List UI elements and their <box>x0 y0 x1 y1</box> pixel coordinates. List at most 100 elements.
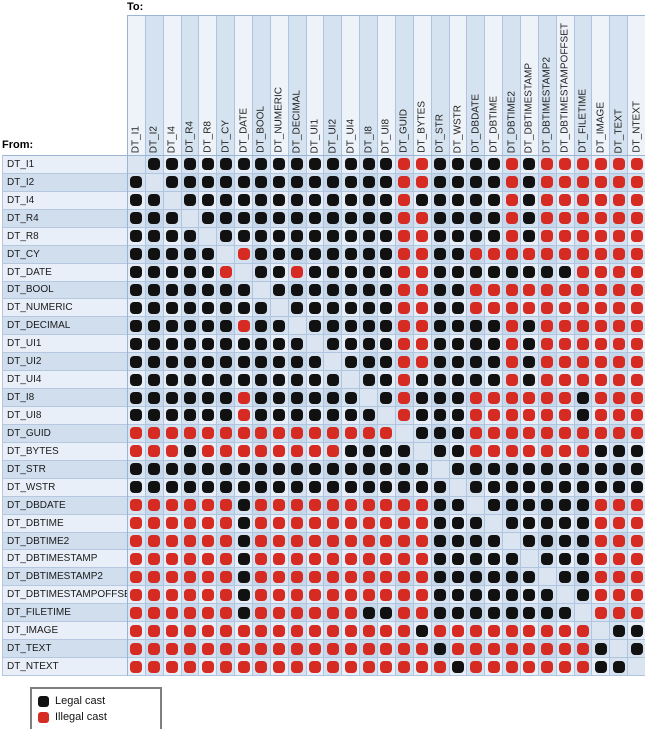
matrix-cell <box>467 604 486 623</box>
illegal-cast-dot <box>505 445 518 458</box>
matrix-cell <box>181 550 200 569</box>
row-header-dt_ui1: DT_UI1 <box>3 335 128 354</box>
matrix-cell <box>270 658 289 676</box>
matrix-cell <box>199 227 218 246</box>
matrix-cell <box>538 173 557 192</box>
legal-cast-dot <box>309 230 322 243</box>
matrix-cell <box>467 299 486 318</box>
illegal-cast-dot <box>201 588 214 601</box>
matrix-cell <box>520 496 539 515</box>
illegal-cast-dot <box>201 570 214 583</box>
matrix-cell <box>378 353 396 372</box>
row-header-dt_dbtime2: DT_DBTIME2 <box>3 532 128 551</box>
legal-cast-dot <box>451 266 464 279</box>
illegal-cast-dot <box>130 660 143 673</box>
matrix-cell <box>592 191 611 210</box>
matrix-cell <box>610 424 629 443</box>
matrix-cell <box>306 568 325 587</box>
legal-cast-dot <box>309 355 322 368</box>
matrix-cell <box>520 389 539 408</box>
illegal-cast-dot <box>201 642 214 655</box>
illegal-cast-dot <box>184 660 196 673</box>
legal-cast-dot <box>469 319 482 332</box>
matrix-cell <box>235 586 254 605</box>
matrix-cell <box>610 227 629 246</box>
matrix-cell <box>253 335 271 354</box>
matrix-cell <box>163 156 182 174</box>
matrix-cell <box>217 586 236 605</box>
legal-cast-dot <box>326 194 339 207</box>
matrix-cell <box>360 424 379 443</box>
matrix-cell <box>610 191 629 210</box>
matrix-cell <box>235 424 254 443</box>
matrix-cell <box>413 532 432 551</box>
matrix-cell <box>520 245 539 264</box>
matrix-cell <box>128 263 146 282</box>
matrix-cell <box>181 658 200 676</box>
legal-cast-dot <box>201 212 214 225</box>
legal-cast-dot <box>434 355 447 368</box>
illegal-cast-dot <box>344 642 357 655</box>
matrix-cell <box>503 389 521 408</box>
matrix-cell <box>145 604 164 623</box>
illegal-cast-dot <box>148 660 161 673</box>
legal-cast-dot <box>184 391 196 404</box>
legal-cast-dot <box>487 158 500 171</box>
matrix-cell <box>128 299 146 318</box>
matrix-cell <box>431 460 450 479</box>
legal-cast-dot <box>469 517 482 530</box>
matrix-cell <box>378 227 396 246</box>
matrix-cell <box>413 640 432 659</box>
matrix-cell <box>520 299 539 318</box>
matrix-cell <box>217 245 236 264</box>
matrix-cell <box>360 173 379 192</box>
illegal-cast-dot <box>469 445 482 458</box>
illegal-cast-dot <box>416 606 429 619</box>
legal-cast-dot <box>434 409 447 422</box>
illegal-cast-dot <box>505 283 518 296</box>
matrix-cell <box>270 209 289 228</box>
legal-cast-dot <box>148 266 161 279</box>
matrix-cell <box>538 317 557 336</box>
illegal-cast-dot <box>326 445 339 458</box>
matrix-cell <box>610 496 629 515</box>
illegal-cast-dot <box>273 499 286 512</box>
legal-cast-dot <box>184 230 196 243</box>
illegal-cast-dot <box>273 642 286 655</box>
matrix-cell <box>181 263 200 282</box>
illegal-cast-dot <box>148 606 161 619</box>
column-header-dt_dbtimestampoffset: DT_DBTIMESTAMPOFFSET <box>556 16 575 156</box>
matrix-cell <box>395 317 414 336</box>
legal-cast-dot <box>451 588 464 601</box>
matrix-cell <box>413 156 432 174</box>
matrix-cell <box>413 335 432 354</box>
legal-cast-dot <box>184 373 196 386</box>
matrix-cell <box>270 156 289 174</box>
matrix-cell <box>324 424 343 443</box>
matrix-cell <box>449 263 468 282</box>
matrix-cell <box>360 568 379 587</box>
legal-cast-dot <box>451 535 464 547</box>
legal-cast-dot <box>451 517 464 530</box>
matrix-cell <box>520 604 539 623</box>
matrix-cell <box>503 460 521 479</box>
matrix-cell <box>253 209 271 228</box>
matrix-cell <box>503 209 521 228</box>
matrix-cell <box>574 173 593 192</box>
column-headers: DT_I1 DT_I2 DT_I4 DT_R4 DT_R8 DT_CY DT_DATE DT_… <box>127 15 645 156</box>
matrix-cell <box>128 371 146 390</box>
matrix-cell <box>449 478 468 497</box>
matrix-cell <box>235 371 254 390</box>
matrix-cell <box>270 371 289 390</box>
legal-cast-dot <box>505 499 518 512</box>
matrix-cell <box>270 496 289 515</box>
matrix-cell <box>181 640 200 659</box>
illegal-cast-dot <box>576 337 589 350</box>
illegal-cast-dot <box>576 158 589 171</box>
matrix-cell <box>592 442 611 461</box>
illegal-cast-dot <box>505 319 518 332</box>
legal-cast-dot <box>451 176 464 189</box>
matrix-cell <box>217 568 236 587</box>
matrix-cell <box>520 442 539 461</box>
legal-cast-dot <box>291 355 304 368</box>
